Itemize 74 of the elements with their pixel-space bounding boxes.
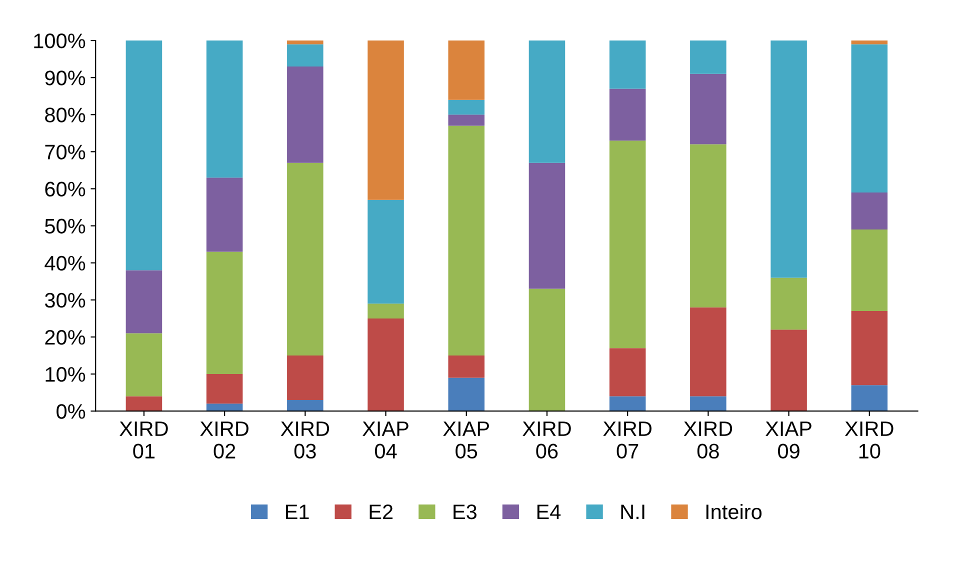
x-tick-label: XIRD 01	[120, 422, 168, 459]
bar	[851, 230, 888, 312]
y-tick-label: 10%	[46, 367, 86, 382]
y-tick-label: 80%	[45, 108, 86, 122]
bar	[448, 114, 485, 126]
y-tick-label: 50%	[45, 218, 86, 234]
bar	[287, 162, 324, 356]
x-tick-label: XIAP 09	[766, 422, 812, 459]
bar	[609, 140, 646, 348]
bar	[448, 100, 485, 115]
y-tick-label: 0%	[56, 404, 86, 419]
y-tick-label: 30%	[44, 292, 86, 308]
x-tick-label: XIAP 04	[362, 422, 408, 459]
bar	[528, 162, 566, 289]
bar	[368, 200, 404, 304]
bar	[126, 333, 162, 396]
bar	[287, 356, 324, 400]
bar	[690, 74, 726, 144]
y-tick-label: 100%	[34, 34, 86, 48]
bar	[851, 311, 888, 386]
bar	[448, 378, 485, 412]
x-tick-label: XIAP 05	[443, 422, 490, 459]
y-tick-label: 70%	[45, 144, 86, 160]
bar	[851, 192, 888, 230]
bar	[690, 396, 726, 412]
x-tick-label: XIRD 08	[684, 422, 732, 459]
y-tick-label: 40%	[44, 256, 86, 271]
bar	[609, 348, 646, 396]
bar	[287, 40, 324, 44]
legend-label: N.I	[621, 504, 644, 520]
bar	[851, 40, 888, 44]
bar	[770, 40, 807, 278]
bar	[206, 252, 243, 374]
legend-label: E3	[454, 504, 476, 520]
x-tick-label: XIRD 07	[603, 422, 652, 459]
bar	[206, 404, 243, 412]
bar	[770, 330, 807, 412]
bar	[448, 126, 485, 356]
bar	[609, 88, 646, 141]
bar	[126, 40, 162, 270]
bar	[609, 396, 646, 412]
bar	[528, 40, 566, 163]
legend-label: E1	[286, 504, 309, 520]
legend-label: E4	[537, 504, 561, 520]
y-tick-label: 90%	[45, 70, 86, 86]
bar	[368, 40, 404, 200]
bar	[690, 144, 726, 308]
bar	[368, 304, 404, 318]
bar	[690, 307, 726, 396]
bar	[287, 400, 324, 412]
bar	[287, 66, 324, 163]
bar	[528, 288, 566, 412]
bar	[690, 40, 726, 74]
bar	[206, 40, 243, 178]
bar	[448, 356, 485, 378]
bar	[206, 374, 243, 404]
bar	[206, 178, 243, 252]
legend-label: Inteiro	[706, 504, 762, 520]
x-tick-label: XIRD 02	[200, 422, 248, 459]
bar	[448, 40, 485, 100]
bar	[609, 40, 646, 89]
bar	[126, 270, 162, 334]
x-tick-label: XIRD 06	[522, 422, 571, 459]
bar	[126, 396, 162, 412]
bar	[770, 278, 807, 330]
x-tick-label: XIRD 03	[280, 422, 330, 459]
y-tick-label: 60%	[45, 182, 86, 197]
legend-label: E2	[370, 504, 393, 520]
x-tick-label: XIRD 10	[844, 422, 894, 459]
bar	[851, 44, 888, 192]
y-tick-label: 20%	[45, 330, 86, 345]
bar	[368, 318, 404, 412]
bar	[287, 44, 324, 66]
bar	[851, 385, 888, 412]
